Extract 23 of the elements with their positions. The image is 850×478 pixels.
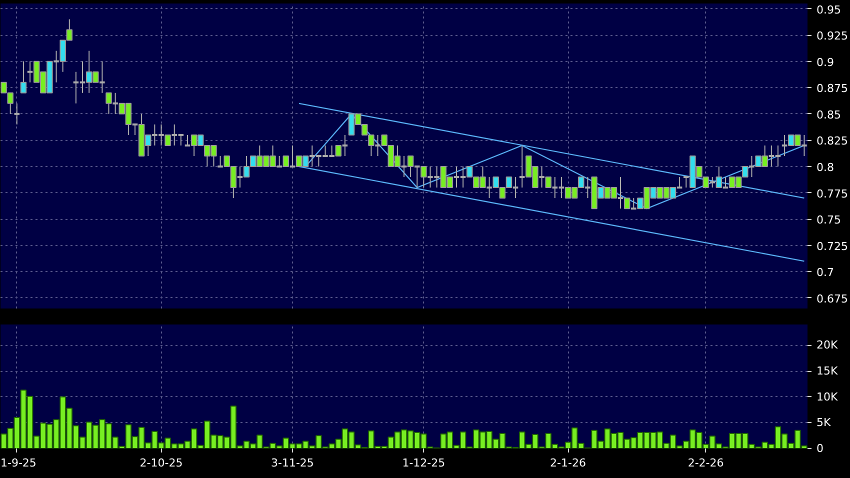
y-tick-label: 0 xyxy=(816,442,824,455)
y-tick-label: 0.725 xyxy=(816,240,848,253)
x-tick-label: 2-10-25 xyxy=(140,456,183,470)
y-tick-label: 5K xyxy=(816,416,832,430)
y-tick-label: 0.85 xyxy=(816,108,841,122)
y-tick-label: 0.9 xyxy=(816,56,834,69)
x-tick-label: 1-9-25 xyxy=(0,456,36,470)
y-tick-label: 0.875 xyxy=(816,82,848,96)
y-tick-label: 0.75 xyxy=(816,214,841,227)
y-tick-label: 10K xyxy=(816,390,838,404)
y-tick-label: 0.95 xyxy=(816,3,841,16)
x-tick-label: 3-11-25 xyxy=(271,456,314,470)
x-tick-label: 1-12-25 xyxy=(402,456,446,470)
y-tick-label: 20K xyxy=(816,338,838,352)
x-tick-label: 2-2-26 xyxy=(688,456,724,470)
y-tick-label: 15K xyxy=(816,364,838,378)
y-tick-label: 0.675 xyxy=(816,292,848,306)
y-tick-label: 0.775 xyxy=(816,187,848,200)
x-tick-label: 2-1-26 xyxy=(550,456,586,470)
y-tick-label: 0.925 xyxy=(816,30,848,43)
y-tick-label: 0.8 xyxy=(816,161,834,174)
y-tick-label: 0.7 xyxy=(816,266,834,280)
y-tick-label: 0.825 xyxy=(816,134,848,148)
